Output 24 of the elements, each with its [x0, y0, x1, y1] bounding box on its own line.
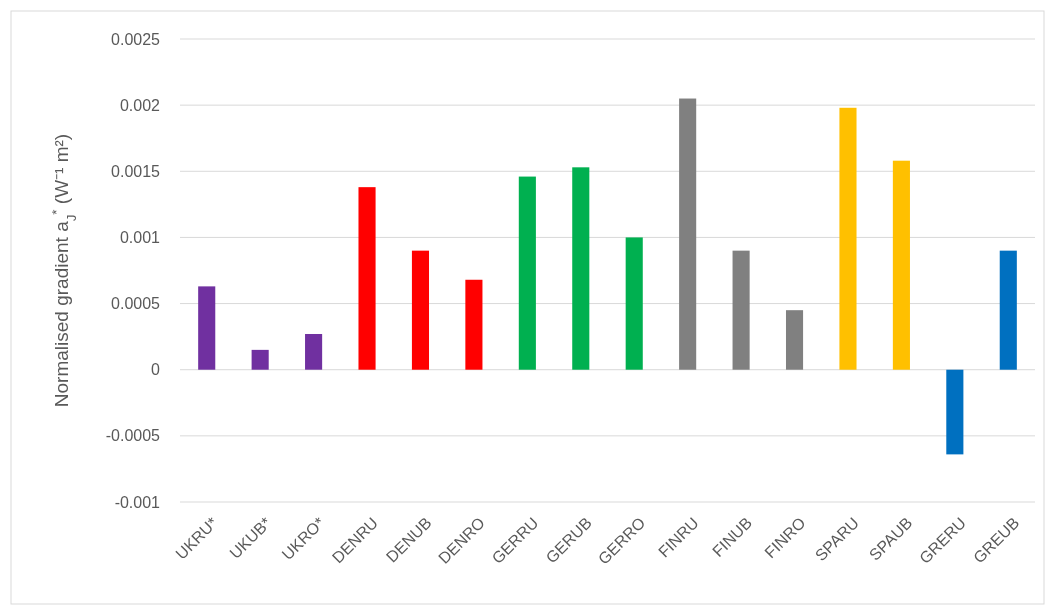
bar [999, 250, 1017, 370]
bar [465, 279, 483, 370]
y-tick-label: -0.0005 [105, 427, 161, 445]
bar [518, 176, 536, 370]
bar [251, 349, 269, 370]
bar [198, 286, 216, 370]
y-tick-label: 0 [151, 361, 161, 379]
y-tick-label: 0.0005 [111, 295, 161, 313]
bar [732, 250, 750, 370]
bar [411, 250, 430, 370]
bar [679, 98, 697, 370]
y-tick-label: 0.001 [119, 229, 161, 247]
y-tick-label: -0.001 [114, 493, 161, 511]
bar [785, 310, 804, 370]
bar [572, 167, 590, 370]
bar [305, 334, 323, 370]
y-tick-label: 0.0025 [111, 30, 161, 48]
y-tick-label: 0.0015 [111, 162, 161, 180]
bar [839, 107, 857, 370]
y-tick-label: 0.002 [119, 96, 161, 114]
bar [625, 237, 643, 370]
bar [892, 160, 910, 370]
bar [358, 187, 376, 370]
bar [946, 369, 964, 455]
